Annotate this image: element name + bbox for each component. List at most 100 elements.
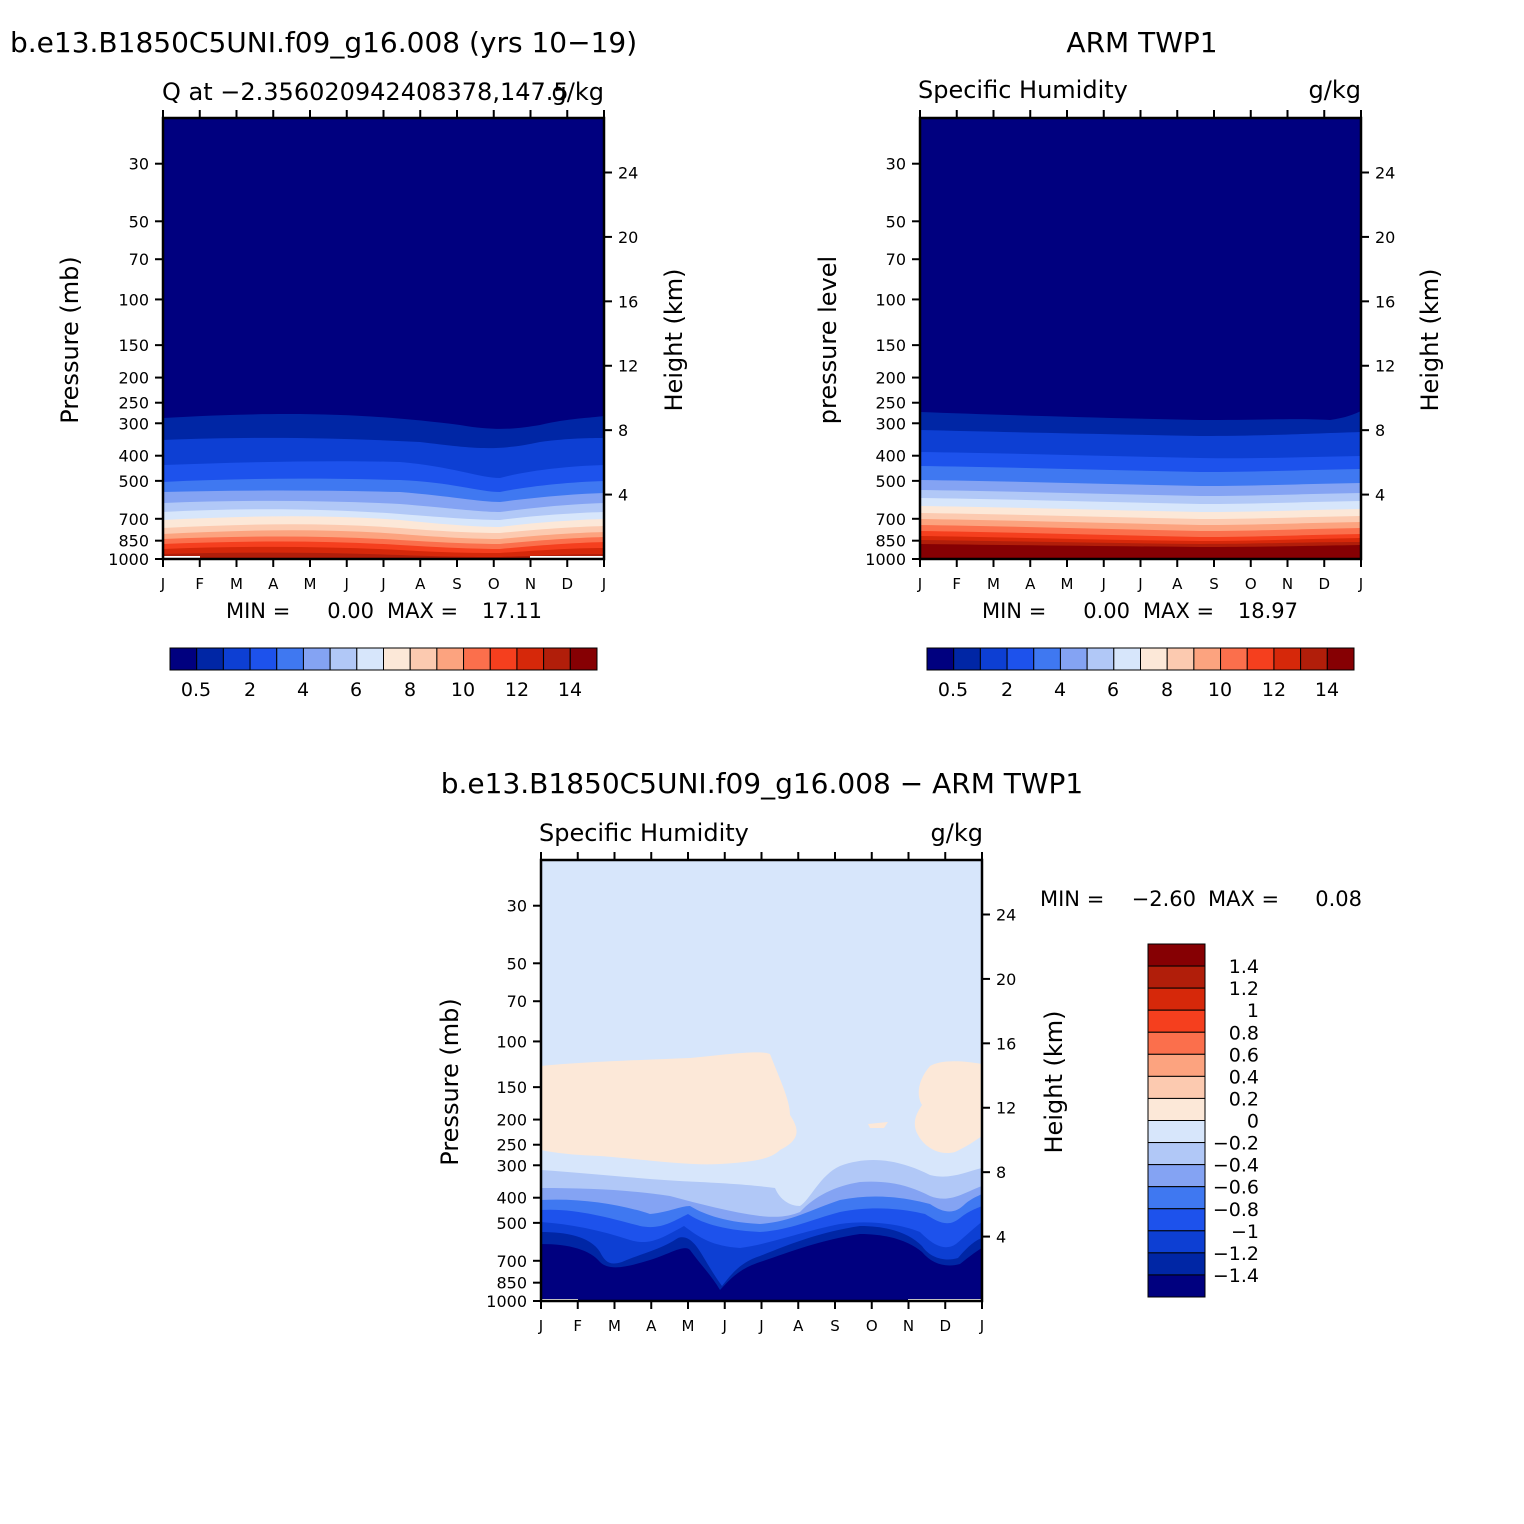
panel-obs-height-label-20: 20 <box>1375 228 1395 247</box>
panel-diff-colorbar-swatch-6 <box>1147 1075 1206 1099</box>
panel-obs-colorbar-label-7: 12 <box>1262 679 1286 701</box>
panel-model-pressure-label-1000: 1000 <box>108 550 149 569</box>
panel-obs-height-label-16: 16 <box>1375 292 1395 311</box>
panel-diff-colorbar-labels: 1.41.210.80.60.40.20−0.2−0.4−0.6−0.8−1−1… <box>1213 956 1259 1287</box>
panel-obs-colorbar-swatch-5 <box>1059 647 1088 671</box>
panel-model-colorbar-swatch-8 <box>383 647 411 671</box>
panel-model-colorbar-swatch-5 <box>302 647 331 671</box>
panel-model-pressure-label-250: 250 <box>118 394 149 413</box>
panel-model-min-value: 0.00 <box>327 599 374 623</box>
panel-diff-month-label-3: A <box>646 1317 657 1335</box>
panel-obs: ARM TWP1 Specific Humidity g/kg 30 50 70 10… <box>814 26 1444 701</box>
panel-obs-colorbar-label-4: 6 <box>1107 679 1119 701</box>
panel-diff-max-label: MAX = <box>1208 887 1279 911</box>
panel-model-min-label: MIN = <box>226 599 290 623</box>
panel-model-height-label-16: 16 <box>618 292 638 311</box>
panel-obs-colorbar-swatch-2 <box>979 647 1008 671</box>
panel-diff-height-label-12: 12 <box>996 1099 1016 1118</box>
panel-diff-colorbar-label-4: 0.6 <box>1229 1044 1259 1066</box>
panel-diff-colorbar-swatches <box>1147 943 1206 1298</box>
panel-model-height-label-4: 4 <box>618 486 628 505</box>
panel-diff-colorbar-swatch-15 <box>1147 1274 1206 1298</box>
panel-obs-max-label: MAX = <box>1143 599 1214 623</box>
panel-diff-colorbar-swatch-2 <box>1147 987 1206 1011</box>
panel-diff-month-label-10: N <box>903 1317 914 1335</box>
panel-diff-month-label-4: M <box>682 1317 695 1335</box>
panel-obs-month-label-11: D <box>1318 575 1330 593</box>
panel-model-height-label-8: 8 <box>618 421 628 440</box>
panel-diff-positive-region-2 <box>914 1061 982 1154</box>
panel-model-pressure-label-150: 150 <box>118 336 149 355</box>
panel-obs-colorbar-swatch-15 <box>1326 647 1355 671</box>
panel-model-colorbar-label-3: 4 <box>297 679 309 701</box>
panel-diff-top-ticks <box>540 852 983 860</box>
panel-diff-pressure-label-30: 30 <box>507 897 527 916</box>
panel-model-colorbar-swatch-15 <box>569 647 598 671</box>
panel-obs-pressure-label-70: 70 <box>886 250 906 269</box>
panel-diff-height-label-20: 20 <box>996 970 1016 989</box>
panel-obs-colorbar-label-3: 4 <box>1054 679 1066 701</box>
panel-diff-pressure-label-250: 250 <box>496 1136 527 1155</box>
panel-obs-top-ticks <box>919 110 1362 118</box>
panel-model-colorbar-swatch-12 <box>489 647 518 671</box>
panel-obs-month-label-4: M <box>1061 575 1074 593</box>
panel-obs-subtitle-left: Specific Humidity <box>918 76 1128 104</box>
panel-diff-height-axis: 24 20 16 12 8 4 <box>982 905 1016 1247</box>
panel-diff-colorbar-swatch-5 <box>1147 1053 1206 1077</box>
panel-diff-colorbar-swatch-1 <box>1147 965 1206 989</box>
panel-diff-pressure-label-400: 400 <box>496 1189 527 1208</box>
panel-obs-month-label-3: A <box>1025 575 1036 593</box>
panel-diff-min-value: −2.60 <box>1132 887 1196 911</box>
panel-diff-colorbar-label-11: −0.8 <box>1213 1199 1259 1221</box>
panel-obs-month-label-1: F <box>952 575 961 593</box>
panel-model-colorbar-swatch-2 <box>222 647 251 671</box>
panel-obs-pressure-label-200: 200 <box>875 369 906 388</box>
panel-diff-pressure-label-300: 300 <box>496 1156 527 1175</box>
panel-model-colorbar-swatch-4 <box>276 647 304 671</box>
panel-diff-colorbar-swatch-13 <box>1147 1230 1206 1254</box>
panel-diff-pressure-label-150: 150 <box>496 1078 527 1097</box>
panel-diff-colorbar-label-2: 1 <box>1247 1000 1259 1022</box>
panel-diff-colorbar: 1.41.210.80.60.40.20−0.2−0.4−0.6−0.8−1−1… <box>1147 943 1259 1298</box>
panel-model-colorbar-label-7: 12 <box>505 679 529 701</box>
panel-model-colorbar-swatch-7 <box>356 647 384 671</box>
panel-model-pressure-label-300: 300 <box>118 414 149 433</box>
panel-obs-pressure-label-400: 400 <box>875 447 906 466</box>
panel-diff-month-label-5: J <box>722 1317 727 1335</box>
panel-model-colorbar-swatch-10 <box>436 647 465 671</box>
panel-model-colorbar-swatch-11 <box>463 647 491 671</box>
panel-obs-min-value: 0.00 <box>1083 599 1130 623</box>
panel-obs-month-label-8: S <box>1209 575 1219 593</box>
panel-model-plot-area <box>161 116 606 561</box>
panel-obs-colorbar-label-1: 0.5 <box>938 679 968 701</box>
panel-model-pressure-label-200: 200 <box>118 369 149 388</box>
panel-obs-month-label-5: J <box>1101 575 1106 593</box>
panel-model-colorbar-swatch-3 <box>249 647 278 671</box>
panel-obs-band-15 <box>920 544 1361 559</box>
panel-diff-colorbar-swatch-12 <box>1147 1208 1206 1232</box>
panel-diff-height-label-8: 8 <box>996 1163 1006 1182</box>
panel-diff-pressure-label-850: 850 <box>496 1274 527 1293</box>
panel-model-pressure-label-400: 400 <box>118 447 149 466</box>
panel-diff-colorbar-swatch-14 <box>1147 1252 1206 1276</box>
panel-obs-height-axis: 24 20 16 12 8 4 <box>1361 163 1395 505</box>
panel-diff-colorbar-label-9: −0.4 <box>1213 1155 1259 1177</box>
panel-diff-positive-region-1 <box>541 1052 797 1165</box>
panel-obs-month-label-7: A <box>1172 575 1183 593</box>
panel-obs-colorbar-swatch-12 <box>1246 647 1275 671</box>
panel-obs-colorbar-label-2: 2 <box>1001 679 1013 701</box>
panel-diff-colorbar-swatch-0 <box>1147 943 1206 967</box>
panel-model-title: b.e13.B1850C5UNI.f09_g16.008 (yrs 10−19) <box>10 26 637 59</box>
panel-model-colorbar-label-5: 8 <box>404 679 416 701</box>
panel-obs-title: ARM TWP1 <box>1066 26 1217 59</box>
panel-obs-colorbar-swatch-13 <box>1273 647 1302 671</box>
panel-obs-colorbar-swatch-7 <box>1113 647 1141 671</box>
panel-diff-colorbar-label-5: 0.4 <box>1229 1066 1259 1088</box>
panel-model-month-label-1: F <box>195 575 204 593</box>
panel-obs-pressure-label-300: 300 <box>875 414 906 433</box>
panel-obs-y-label-right: Height (km) <box>1416 269 1444 412</box>
